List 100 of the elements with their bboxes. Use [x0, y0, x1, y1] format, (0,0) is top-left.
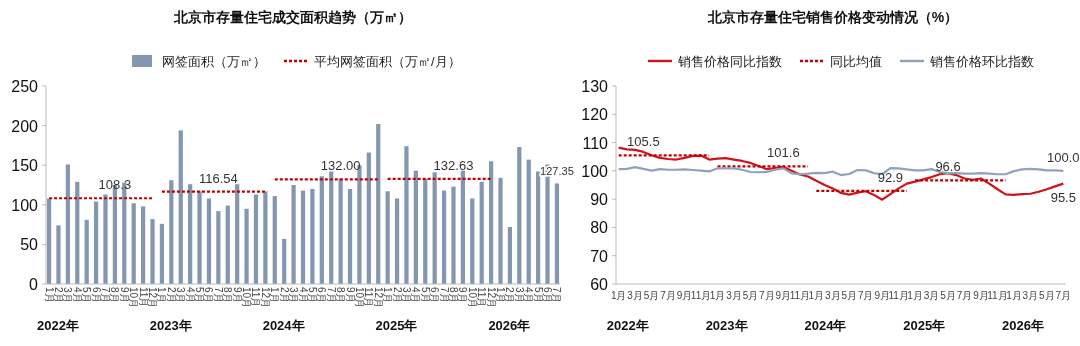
x-tick-label: 1月	[907, 290, 923, 301]
x-tick-label: 3月	[288, 287, 300, 303]
x-tick-label: 7月	[551, 287, 563, 303]
data-label: 95.5	[1050, 189, 1076, 205]
bar	[140, 206, 146, 284]
chart-title: 北京市存量住宅销售价格变动情况（%）	[706, 9, 959, 25]
y-tick-label: 70	[590, 247, 609, 265]
x-tick-label: 3月	[1022, 290, 1039, 301]
data-label: 105.5	[627, 134, 660, 150]
x-tick-label: 9月	[231, 287, 243, 303]
x-tick-label: 11月	[888, 290, 909, 301]
data-label: 96.6	[935, 159, 961, 175]
x-tick-label: 5月	[1039, 290, 1055, 301]
bar	[235, 184, 240, 284]
x-tick-label: 3月	[923, 290, 940, 301]
x-tick-label: 9月	[457, 287, 469, 303]
data-label: 92.9	[877, 169, 904, 185]
x-tick-label: 3月	[62, 287, 74, 303]
x-tick-label: 10月	[466, 287, 478, 309]
bar	[338, 178, 343, 284]
bar	[488, 161, 494, 284]
bar	[329, 171, 334, 284]
y-tick-label: 80	[590, 219, 609, 237]
x-tick-label: 3月	[726, 290, 742, 301]
x-tick-label: 5月	[419, 287, 431, 303]
x-tick-label: 11月	[250, 287, 262, 308]
text: 2025年	[375, 318, 418, 333]
x-tick-label: 8月	[109, 287, 121, 303]
bar	[178, 130, 183, 284]
text: 2026年	[488, 318, 531, 333]
data-label: 116.54	[198, 170, 238, 186]
y-tick-label: 100	[581, 162, 609, 180]
x-tick-label: 1月	[1006, 290, 1022, 301]
x-tick-label: 6月	[429, 287, 441, 303]
y-tick-label: 0	[29, 276, 39, 293]
y-tick-label: 250	[11, 78, 39, 95]
y-tick-label: 90	[590, 191, 609, 209]
x-tick-label: 5月	[532, 287, 544, 303]
bar	[272, 196, 277, 284]
bar	[376, 124, 381, 284]
bar	[310, 188, 315, 284]
x-tick-label: 9月	[874, 290, 890, 301]
bar	[244, 208, 249, 284]
x-tick-label: 4月	[297, 287, 309, 303]
bar	[46, 198, 52, 284]
bar	[347, 188, 353, 284]
x-tick-label: 4月	[410, 287, 422, 303]
bar	[159, 223, 165, 284]
x-tick-label: 6月	[316, 287, 328, 303]
x-tick-label: 3月	[627, 290, 643, 301]
x-tick-label: 8月	[222, 287, 234, 303]
x-tick-label: 7月	[325, 287, 337, 303]
x-tick-label: 1月	[808, 290, 825, 301]
bar	[84, 219, 89, 284]
x-tick-label: 5月	[742, 290, 759, 301]
text: 2025年	[903, 318, 946, 333]
bar	[225, 205, 230, 284]
bar	[206, 198, 212, 284]
bar	[554, 183, 560, 284]
text: 2026年	[1002, 318, 1044, 333]
bar	[319, 176, 324, 284]
y-tick-label: 150	[11, 157, 39, 175]
bar	[65, 164, 70, 284]
bar	[75, 181, 80, 284]
data-label: 108.3	[98, 177, 132, 193]
bar	[441, 190, 447, 284]
bar	[263, 191, 268, 284]
x-tick-label: 7月	[438, 287, 450, 303]
bar	[404, 146, 409, 284]
text: 2023年	[705, 318, 748, 333]
bar	[470, 198, 475, 284]
legend-label: 平均网签面积（万㎡/月）	[314, 54, 461, 69]
bar	[197, 191, 202, 284]
bar	[479, 181, 484, 284]
bar	[300, 190, 306, 284]
x-tick-label: 9月	[973, 290, 989, 301]
x-tick-label: 11月	[137, 287, 149, 308]
x-tick-label: 5月	[643, 290, 660, 301]
x-tick-label: 1月	[610, 290, 627, 301]
bar	[526, 159, 531, 284]
x-tick-label: 6月	[203, 287, 215, 303]
x-tick-label: 1月	[269, 287, 281, 303]
x-tick-label: 12月	[259, 287, 271, 309]
x-tick-label: 4月	[184, 287, 196, 303]
x-tick-label: 7月	[1055, 290, 1072, 301]
y-tick-label: 130	[581, 78, 609, 95]
x-tick-label: 3月	[513, 287, 525, 303]
bar	[432, 172, 437, 284]
x-tick-label: 7月	[759, 290, 775, 301]
bar	[150, 219, 155, 284]
legend-label: 同比均值	[830, 54, 882, 69]
bar	[385, 191, 390, 284]
x-tick-label: 12月	[485, 287, 497, 309]
data-label: 132.00	[320, 158, 361, 174]
bar	[131, 203, 136, 284]
x-tick-label: 11月	[476, 287, 488, 308]
y-tick-label: 120	[581, 106, 609, 124]
data-label: 101.6	[767, 145, 800, 161]
x-tick-label: 2月	[278, 287, 290, 303]
x-tick-label: 1月	[709, 290, 726, 301]
